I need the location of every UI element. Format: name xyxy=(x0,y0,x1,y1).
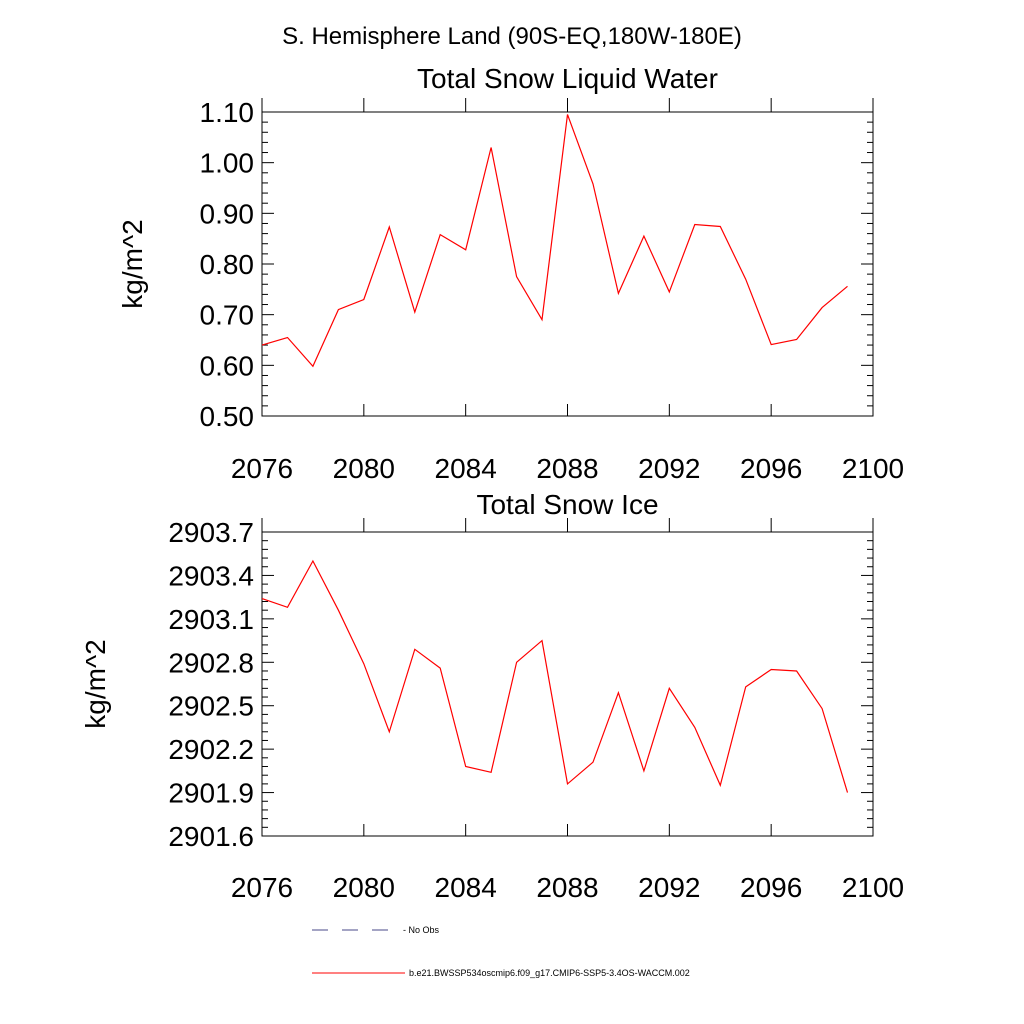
x-tick-label: 2100 xyxy=(842,872,904,903)
y-tick-label: 1.00 xyxy=(200,148,255,179)
x-tick-label: 2080 xyxy=(333,872,395,903)
y-tick-label: 0.70 xyxy=(200,300,255,331)
x-tick-label: 2088 xyxy=(536,872,598,903)
x-tick-label: 2100 xyxy=(842,453,904,484)
chart-title: Total Snow Ice xyxy=(476,489,658,520)
y-tick-label: 2902.2 xyxy=(168,734,254,765)
y-tick-label: 0.90 xyxy=(200,198,255,229)
x-tick-label: 2092 xyxy=(638,453,700,484)
y-tick-label: 2902.8 xyxy=(168,647,254,678)
x-tick-label: 2076 xyxy=(231,872,293,903)
chart-panel-snow-ice: Total Snow Ice kg/m^2 2901.6 2901.9 2902.2 29… xyxy=(80,489,904,903)
x-tick-label: 2084 xyxy=(435,872,497,903)
legend-series-label: b.e21.BWSSP534oscmip6.f09_g17.CMIP6-SSP5… xyxy=(409,968,690,978)
legend: - No Obs b.e21.BWSSP534oscmip6.f09_g17.C… xyxy=(312,925,690,978)
legend-no-obs-label: - No Obs xyxy=(403,925,440,935)
x-tick-label: 2092 xyxy=(638,872,700,903)
page-title: S. Hemisphere Land (90S-EQ,180W-180E) xyxy=(282,23,742,50)
series-line xyxy=(261,114,848,368)
x-tick-label: 2076 xyxy=(231,453,293,484)
plot-frame xyxy=(261,111,874,417)
y-tick-label: 2903.7 xyxy=(168,517,254,548)
y-tick-label: 2903.4 xyxy=(168,560,254,591)
series-line xyxy=(261,559,849,793)
y-tick-label: 0.80 xyxy=(200,249,255,280)
y-tick-label: 0.50 xyxy=(200,401,255,432)
y-tick-label: 0.60 xyxy=(200,350,255,381)
x-tick-label: 2096 xyxy=(740,453,802,484)
plot-frame xyxy=(261,531,874,837)
y-axis-label: kg/m^2 xyxy=(117,219,148,308)
x-tick-label: 2080 xyxy=(333,453,395,484)
x-tick-label: 2096 xyxy=(740,872,802,903)
y-tick-label: 2902.5 xyxy=(168,691,254,722)
y-axis-label: kg/m^2 xyxy=(80,639,111,728)
x-tick-label: 2088 xyxy=(536,453,598,484)
chart-title: Total Snow Liquid Water xyxy=(417,63,718,94)
y-tick-label: 1.10 xyxy=(200,97,255,128)
chart-panel-snow-liquid-water: Total Snow Liquid Water kg/m^2 0.50 0.60 0.7… xyxy=(117,63,904,484)
x-tick-label: 2084 xyxy=(435,453,497,484)
y-tick-label: 2903.1 xyxy=(168,604,254,635)
y-tick-label: 2901.9 xyxy=(168,778,254,809)
y-tick-label: 2901.6 xyxy=(168,821,254,852)
